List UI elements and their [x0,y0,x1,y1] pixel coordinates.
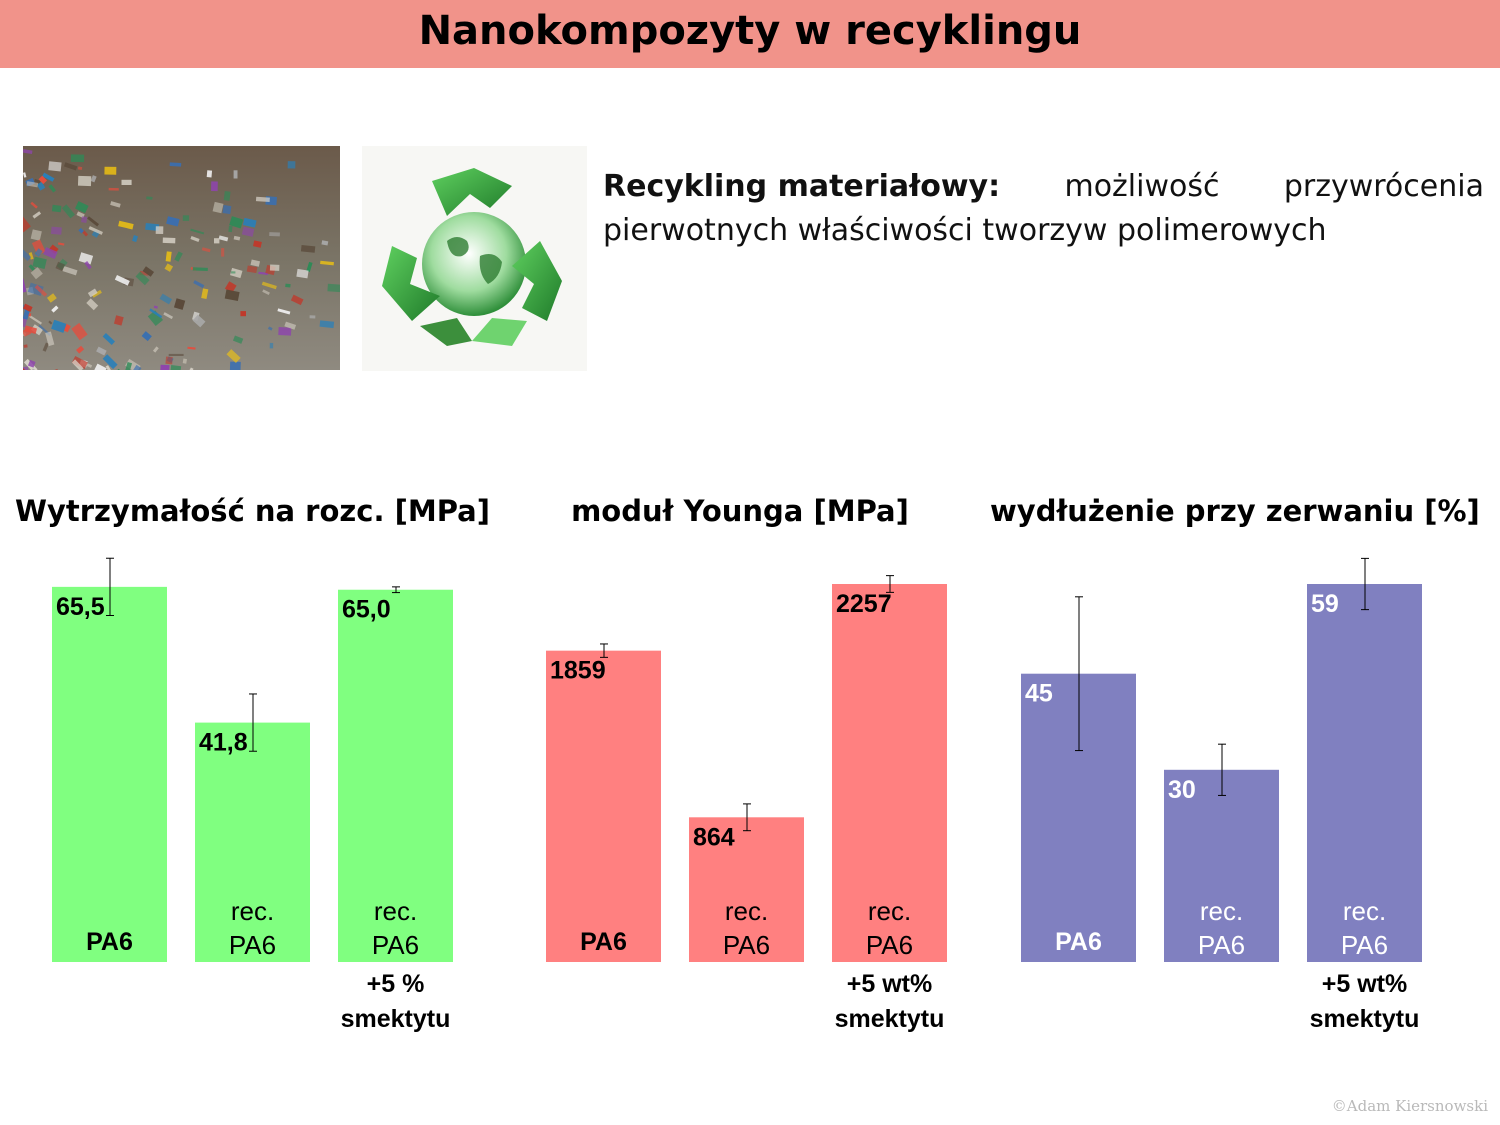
category-label: PA6 [372,930,419,960]
chart-title-young-modulus: moduł Younga [MPa] [571,494,909,528]
copyright-credit: ©Adam Kiersnowski [1331,1097,1488,1115]
category-label: PA6 [723,930,770,960]
category-label: rec. [374,896,417,926]
value-label: 41,8 [199,729,248,757]
value-label: 65,0 [342,596,391,624]
recycle-globe-icon [362,146,587,371]
chart-title-strength: Wytrzymałość na rozc. [MPa] [15,494,490,528]
bar [1164,769,1279,962]
value-label: 2257 [836,590,892,618]
category-label: PA6 [580,928,627,956]
value-label: 65,5 [56,593,105,621]
below-bar-label: +5 % [367,970,425,998]
description-bold: Recykling materiałowy: [603,169,1001,204]
page-title: Nanokompozyty w recyklingu [418,8,1082,54]
category-label: rec. [1200,896,1243,926]
category-label: PA6 [1198,930,1245,960]
below-bar-label: smektytu [835,1005,945,1033]
category-label: PA6 [229,930,276,960]
bar [52,586,167,962]
description-word-1: możliwość [1064,169,1220,204]
plastic-waste-photo [23,146,340,370]
below-bar-label: +5 wt% [1322,970,1407,998]
bar [546,650,661,962]
value-label: 864 [693,823,735,851]
category-label: PA6 [866,930,913,960]
description-line-2: pierwotnych właściwości tworzyw polimero… [603,213,1327,248]
description-line-1: Recykling materiałowy: możliwość przywró… [603,165,1484,209]
value-label: 45 [1025,680,1053,708]
header-bar: Nanokompozyty w recyklingu [0,0,1500,68]
category-label: rec. [1343,896,1386,926]
bar [195,722,310,962]
below-bar-label: +5 wt% [847,970,932,998]
below-bar-label: smektytu [1310,1005,1420,1033]
category-label: rec. [231,896,274,926]
bar [338,589,453,962]
value-label: 59 [1311,590,1339,618]
description-word-2: przywrócenia [1283,169,1484,204]
value-label: 30 [1168,776,1196,804]
category-label: PA6 [1055,928,1102,956]
category-label: PA6 [86,928,133,956]
value-label: 1859 [550,657,606,685]
below-bar-label: smektytu [341,1005,451,1033]
bar [832,584,947,962]
category-label: rec. [725,896,768,926]
chart-title-elongation: wydłużenie przy zerwaniu [%] [990,494,1480,528]
description: Recykling materiałowy: możliwość przywró… [603,165,1484,253]
category-label: rec. [868,896,911,926]
bar [1307,584,1422,962]
category-label: PA6 [1341,930,1388,960]
bar [689,817,804,962]
